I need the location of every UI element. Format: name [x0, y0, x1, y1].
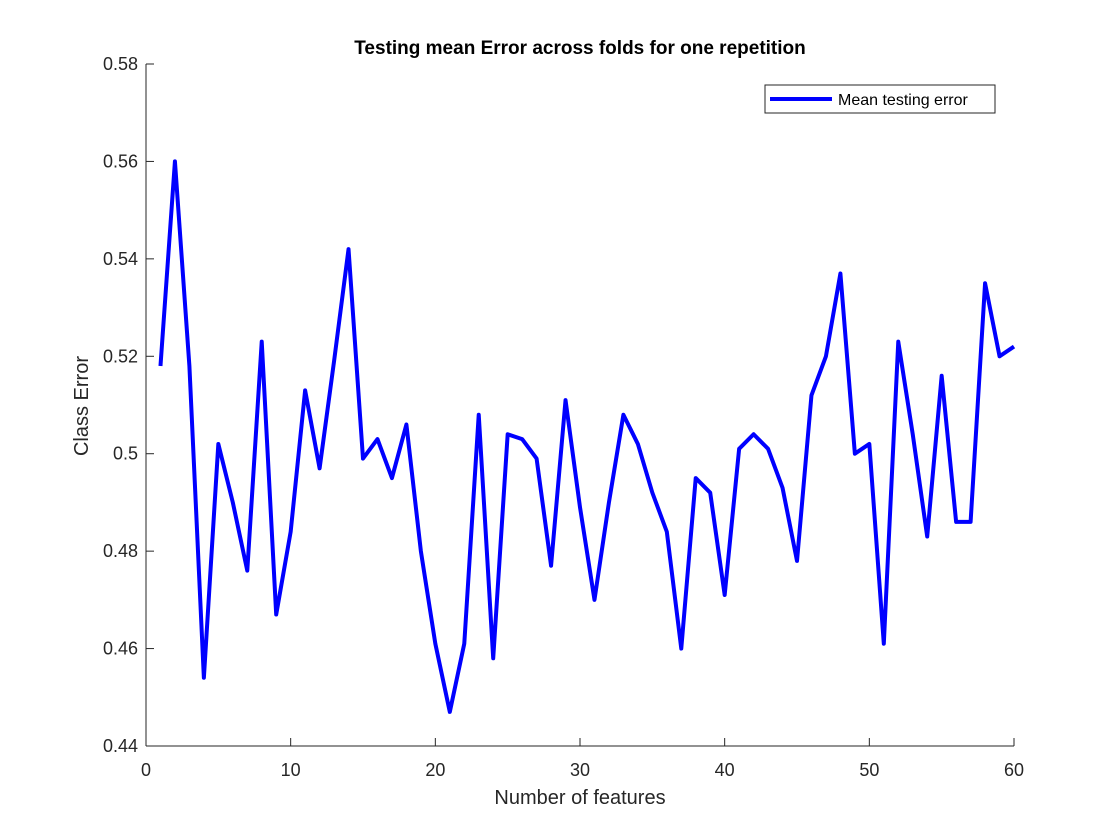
y-tick-label: 0.58	[103, 54, 138, 74]
x-tick-label: 40	[715, 760, 735, 780]
y-axis-label: Class Error	[71, 356, 93, 456]
y-tick-label: 0.46	[103, 639, 138, 659]
y-tick-label: 0.44	[103, 736, 138, 756]
y-tick-label: 0.48	[103, 541, 138, 561]
data-series	[158, 159, 1016, 714]
x-tick-label: 50	[859, 760, 879, 780]
x-tick-label: 30	[570, 760, 590, 780]
y-tick-label: 0.54	[103, 249, 138, 269]
series-line-mean-testing-error	[158, 159, 1016, 714]
x-tick-label: 60	[1004, 760, 1024, 780]
x-tick-label: 10	[281, 760, 301, 780]
x-tick-label: 20	[425, 760, 445, 780]
y-tick-label: 0.5	[113, 444, 138, 464]
y-tick-label: 0.56	[103, 151, 138, 171]
chart-title: Testing mean Error across folds for one …	[354, 38, 806, 59]
ticks: 0 10 20 30 40 50 60 0.44 0.46 0.48 0.5 0.52 0.54 0.56…	[103, 54, 1024, 780]
legend: Mean testing error	[764, 84, 996, 114]
legend-entry-label: Mean testing error	[838, 92, 969, 109]
x-tick-label: 0	[141, 760, 151, 780]
x-axis-label: Number of features	[494, 787, 665, 809]
y-tick-label: 0.52	[103, 346, 138, 366]
